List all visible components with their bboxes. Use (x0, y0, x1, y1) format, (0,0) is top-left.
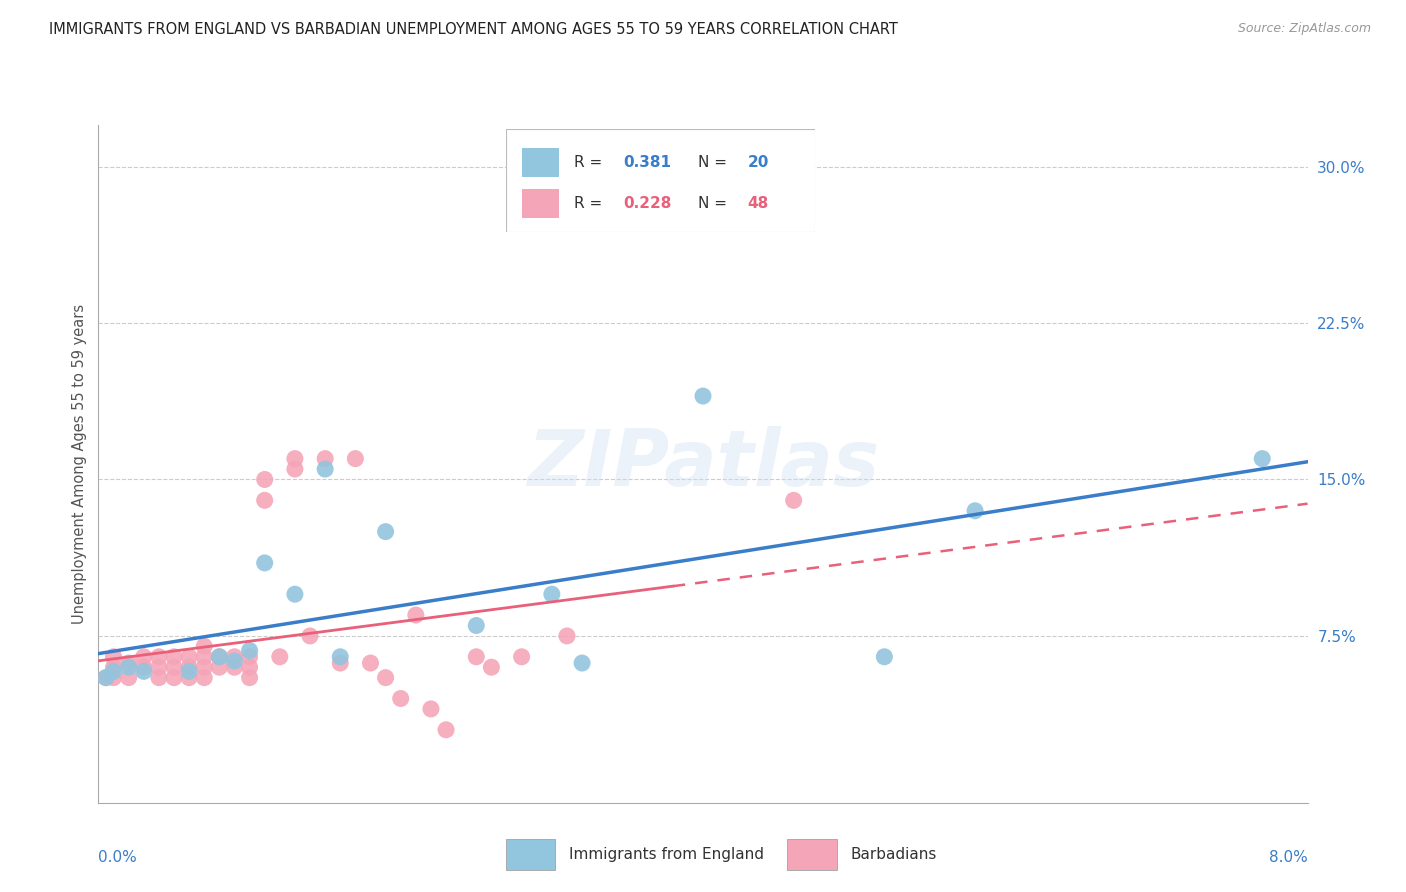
Point (148, 671, 170, 685)
Point (103, 671, 125, 685)
Point (103, 665, 125, 679)
Point (132, 660, 155, 674)
Point (103, 649, 125, 664)
Point (465, 649, 488, 664)
Point (94, 671, 117, 685)
Point (965, 504, 987, 518)
Point (269, 649, 291, 664)
Point (208, 649, 231, 664)
Point (163, 660, 186, 674)
Point (118, 656, 141, 670)
Point (420, 702, 443, 716)
Point (179, 665, 201, 679)
Point (179, 649, 201, 664)
Point (193, 671, 215, 685)
Point (239, 643, 262, 657)
Point (208, 649, 231, 664)
Point (873, 649, 896, 664)
Point (329, 656, 352, 670)
Point (103, 660, 125, 674)
Point (132, 665, 155, 679)
Text: 0.381: 0.381 (624, 154, 672, 169)
FancyBboxPatch shape (506, 839, 555, 870)
Point (253, 473, 276, 487)
Point (224, 660, 246, 674)
Point (193, 649, 215, 664)
Point (405, 608, 427, 623)
Point (193, 660, 215, 674)
Point (163, 649, 186, 664)
Point (314, 462, 336, 476)
Point (118, 671, 141, 685)
Point (193, 640, 215, 654)
Point (783, 493, 806, 508)
Text: Source: ZipAtlas.com: Source: ZipAtlas.com (1237, 22, 1371, 36)
Text: ZIPatlas: ZIPatlas (527, 425, 879, 502)
Point (208, 660, 231, 674)
Point (481, 660, 503, 674)
Point (555, 629, 578, 643)
Text: N =: N = (697, 195, 731, 211)
Point (284, 587, 307, 601)
Point (224, 649, 246, 664)
Point (253, 556, 276, 570)
Point (692, 389, 714, 403)
Point (239, 671, 262, 685)
Point (284, 462, 307, 476)
Point (314, 451, 336, 466)
Text: R =: R = (574, 154, 607, 169)
FancyBboxPatch shape (787, 839, 837, 870)
Point (284, 451, 307, 466)
Point (510, 649, 533, 664)
Point (360, 656, 382, 670)
Point (374, 524, 396, 539)
Point (148, 649, 170, 664)
FancyBboxPatch shape (522, 148, 558, 177)
Text: N =: N = (697, 154, 731, 169)
Text: IMMIGRANTS FROM ENGLAND VS BARBADIAN UNEMPLOYMENT AMONG AGES 55 TO 59 YEARS CORR: IMMIGRANTS FROM ENGLAND VS BARBADIAN UNE… (49, 22, 898, 37)
Point (163, 671, 186, 685)
Text: Barbadians: Barbadians (851, 847, 936, 862)
Point (374, 671, 396, 685)
Point (132, 649, 155, 664)
Point (465, 618, 488, 632)
Point (253, 493, 276, 508)
Point (434, 723, 457, 737)
Text: 0.228: 0.228 (624, 195, 672, 211)
Point (148, 660, 170, 674)
Point (118, 660, 141, 674)
Point (179, 660, 201, 674)
Point (179, 671, 201, 685)
Text: Immigrants from England: Immigrants from England (569, 847, 765, 862)
FancyBboxPatch shape (522, 189, 558, 218)
Text: 0.0%: 0.0% (98, 850, 138, 865)
Text: R =: R = (574, 195, 607, 211)
Text: 8.0%: 8.0% (1268, 850, 1308, 865)
Point (299, 629, 322, 643)
FancyBboxPatch shape (506, 129, 815, 232)
Point (389, 691, 412, 706)
Point (239, 660, 262, 674)
Point (329, 649, 352, 664)
Point (344, 451, 367, 466)
Text: 48: 48 (748, 195, 769, 211)
Y-axis label: Unemployment Among Ages 55 to 59 years: Unemployment Among Ages 55 to 59 years (72, 304, 87, 624)
Point (239, 649, 262, 664)
Point (94, 671, 117, 685)
Text: 20: 20 (748, 154, 769, 169)
Point (541, 587, 564, 601)
Point (571, 656, 593, 670)
Point (1251, 451, 1274, 466)
Point (224, 654, 246, 668)
